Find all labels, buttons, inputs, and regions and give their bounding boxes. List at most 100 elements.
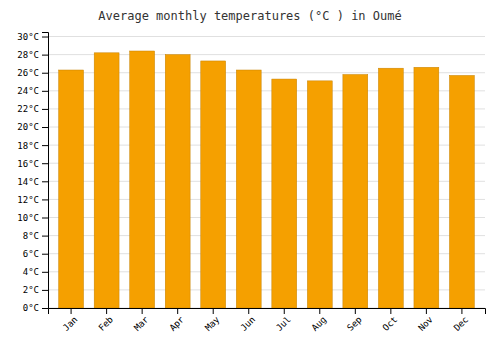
bar — [307, 81, 332, 308]
x-tick-mark — [461, 308, 462, 314]
x-tick-mark — [71, 308, 72, 314]
y-tick-label: 12°C — [17, 195, 39, 205]
y-tick-mark — [42, 109, 48, 110]
x-tick: Feb — [96, 308, 115, 333]
y-tick-mark — [42, 290, 48, 291]
y-tick: 22°C — [17, 104, 48, 114]
bar — [343, 75, 368, 308]
grid-line — [48, 36, 485, 37]
y-tick-label: 16°C — [17, 159, 39, 169]
bar — [236, 70, 261, 308]
y-tick-label: 22°C — [17, 104, 39, 114]
bar — [165, 55, 190, 308]
x-tick-mark — [319, 308, 320, 314]
y-tick-mark — [42, 55, 48, 56]
x-tick: Aug — [310, 308, 329, 333]
y-tick-label: 8°C — [23, 231, 39, 241]
bar — [414, 67, 439, 308]
y-tick-mark — [42, 163, 48, 164]
x-tick-mark — [213, 308, 214, 314]
y-tick: 20°C — [17, 122, 48, 132]
y-tick: 28°C — [17, 50, 48, 60]
y-tick-mark — [42, 254, 48, 255]
x-tick-label: Feb — [96, 314, 115, 333]
x-tick: Oct — [381, 308, 400, 333]
x-tick-label: Jun — [239, 314, 258, 333]
x-tick-label: May — [203, 314, 222, 333]
y-tick-mark — [42, 37, 48, 38]
x-tick-label: Dec — [452, 314, 471, 333]
x-tick: Jan — [61, 308, 80, 333]
x-tick-label: Jan — [61, 314, 80, 333]
bar — [272, 79, 297, 308]
x-axis: Jan Feb Mar Apr May Jun Jul Aug Sep Oct Nov Dec — [49, 308, 486, 333]
grid — [48, 37, 485, 308]
y-tick-mark — [42, 236, 48, 237]
y-tick: 4°C — [23, 267, 48, 277]
plot: 0°C 2°C 4°C 6°C 8°C 10°C 12°C 14°C 16°C 18°C 20°C 2… — [17, 32, 485, 333]
bar — [59, 70, 84, 308]
y-tick-mark — [42, 73, 48, 74]
y-tick: 14°C — [17, 177, 48, 187]
x-tick-label: Aug — [310, 314, 329, 333]
y-tick: 10°C — [17, 213, 48, 223]
x-tick-label: Oct — [381, 314, 400, 333]
bar — [94, 53, 119, 308]
y-tick: 6°C — [23, 249, 48, 259]
y-tick: 30°C — [17, 32, 48, 42]
y-tick-label: 20°C — [17, 122, 39, 132]
y-tick: 16°C — [17, 159, 48, 169]
x-tick: Sep — [345, 308, 364, 333]
bar — [378, 68, 403, 308]
x-tick-mark — [177, 308, 178, 314]
y-axis-line — [42, 33, 49, 309]
y-tick-mark — [42, 272, 48, 273]
bar — [449, 75, 474, 308]
x-tick: May — [203, 308, 222, 333]
x-tick-mark — [248, 308, 249, 314]
x-tick-mark — [355, 308, 356, 314]
y-tick-label: 0°C — [23, 303, 39, 313]
y-tick-label: 26°C — [17, 68, 39, 78]
x-tick: Mar — [132, 308, 151, 333]
y-tick-label: 18°C — [17, 140, 39, 150]
x-tick-mark — [284, 308, 285, 314]
y-tick: 2°C — [23, 285, 48, 295]
y-tick-label: 6°C — [23, 249, 39, 259]
x-tick-mark — [390, 308, 391, 314]
y-axis: 0°C 2°C 4°C 6°C 8°C 10°C 12°C 14°C 16°C 18°C 20°C 2… — [17, 32, 48, 313]
bar — [201, 61, 226, 308]
x-tick-label: Mar — [132, 314, 151, 333]
x-tick: Jun — [239, 308, 258, 333]
y-tick-mark — [42, 127, 48, 128]
y-tick-mark — [42, 91, 48, 92]
x-tick: Nov — [416, 308, 435, 333]
y-tick-label: 10°C — [17, 213, 39, 223]
y-tick: 12°C — [17, 195, 48, 205]
y-tick-mark — [42, 308, 48, 309]
y-tick: 8°C — [23, 231, 48, 241]
x-tick: Dec — [452, 308, 471, 333]
y-tick-label: 4°C — [23, 267, 39, 277]
y-tick-label: 2°C — [23, 285, 39, 295]
y-tick: 0°C — [23, 303, 48, 313]
y-tick-label: 24°C — [17, 86, 39, 96]
x-tick: Apr — [168, 308, 187, 333]
y-tick-label: 30°C — [17, 32, 39, 42]
x-tick-label: Jul — [274, 314, 293, 333]
x-axis-line — [49, 309, 486, 315]
y-tick-mark — [42, 181, 48, 182]
bar — [130, 51, 155, 308]
x-tick-mark — [426, 308, 427, 314]
y-tick-mark — [42, 199, 48, 200]
y-tick-label: 28°C — [17, 50, 39, 60]
y-tick-mark — [42, 218, 48, 219]
y-tick: 18°C — [17, 140, 48, 150]
y-tick-label: 14°C — [17, 177, 39, 187]
x-tick-label: Sep — [345, 314, 364, 333]
title: Average monthly temperatures (°C ) in Ou… — [98, 9, 401, 23]
y-tick: 24°C — [17, 86, 48, 96]
x-tick-mark — [142, 308, 143, 314]
x-tick: Jul — [274, 308, 293, 333]
chart: 0°C 2°C 4°C 6°C 8°C 10°C 12°C 14°C 16°C 18°C 20°C 2… — [0, 0, 500, 350]
